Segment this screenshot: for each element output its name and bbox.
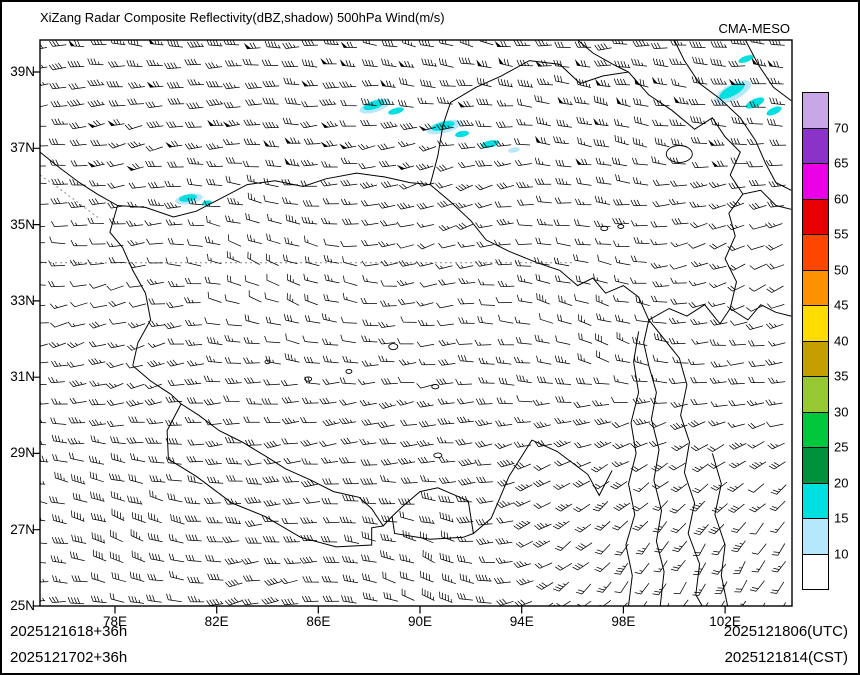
lake xyxy=(345,368,353,374)
x-tick-label: 86E xyxy=(306,614,331,629)
colorbar-label: 50 xyxy=(834,262,849,277)
axis-ticks xyxy=(32,71,726,614)
colorbar-segment xyxy=(802,411,829,448)
colorbar-segment xyxy=(802,553,829,590)
plot-border xyxy=(39,39,793,607)
colorbar-segment xyxy=(802,376,829,413)
lake xyxy=(665,145,693,163)
x-tick-label: 98E xyxy=(611,614,636,629)
colorbar-segment xyxy=(802,198,829,235)
lake xyxy=(600,225,609,232)
y-tick-label: 27N xyxy=(10,521,35,537)
colorbar-segment xyxy=(802,92,829,129)
run-time-cst: 2025121702+36h xyxy=(10,649,128,666)
radar-echo xyxy=(745,97,765,109)
model-label: CMA-MESO xyxy=(718,21,791,36)
colorbar-label: 60 xyxy=(834,191,849,206)
x-tick-label: 82E xyxy=(204,614,229,629)
x-tick-label: 102E xyxy=(709,614,741,629)
radar-echo xyxy=(766,106,782,116)
colorbar-segment xyxy=(802,340,829,377)
colorbar-label: 10 xyxy=(834,546,849,561)
valid-time-cst: 2025121814(CST) xyxy=(724,649,848,666)
y-tick-label: 31N xyxy=(10,369,35,385)
colorbar-label: 30 xyxy=(834,404,849,419)
colorbar-segment xyxy=(802,305,829,342)
map-layers xyxy=(40,40,792,606)
radar-echo xyxy=(738,55,754,63)
plot-title: XiZang Radar Composite Reflectivity(dBZ,… xyxy=(40,10,445,25)
colorbar-label: 45 xyxy=(834,297,849,313)
colorbar-label: 70 xyxy=(834,120,849,135)
y-tick-label: 35N xyxy=(10,216,35,232)
lake xyxy=(433,452,443,459)
valid-time-utc: 2025121806(UTC) xyxy=(723,623,848,640)
colorbar-label: 25 xyxy=(834,439,849,455)
y-tick-label: 37N xyxy=(10,140,35,156)
colorbar-label: 35 xyxy=(834,368,849,384)
colorbar-segment xyxy=(802,234,829,271)
radar-echo xyxy=(508,147,520,153)
x-tick-label: 78E xyxy=(102,614,127,629)
lake xyxy=(617,224,625,229)
colorbar-label: 15 xyxy=(834,510,849,526)
colorbar-label: 20 xyxy=(834,475,849,490)
colorbar-label: 65 xyxy=(834,155,849,171)
x-tick-label: 90E xyxy=(408,614,433,629)
y-tick-label: 33N xyxy=(10,292,35,308)
lake xyxy=(388,343,399,351)
y-tick-label: 25N xyxy=(10,597,35,613)
colorbar-segment xyxy=(802,482,829,519)
colorbar-segment xyxy=(802,127,829,164)
colorbar-segment xyxy=(802,518,829,555)
y-tick-label: 29N xyxy=(10,445,35,461)
lake xyxy=(431,384,440,390)
radar-echo xyxy=(719,83,745,99)
run-time-utc: 2025121618+36h xyxy=(10,623,128,640)
x-tick-label: 94E xyxy=(509,614,534,629)
colorbar-label: 55 xyxy=(834,226,849,242)
radar-echo xyxy=(455,130,469,138)
colorbar-segment xyxy=(802,163,829,200)
y-tick-label: 39N xyxy=(10,64,35,80)
wind-barbs-layer xyxy=(40,40,787,606)
colorbar-segment xyxy=(802,447,829,484)
dashed-boundary xyxy=(40,174,573,264)
radar-echo xyxy=(388,107,404,115)
colorbar-segment xyxy=(802,269,829,306)
colorbar-label: 40 xyxy=(834,333,849,348)
